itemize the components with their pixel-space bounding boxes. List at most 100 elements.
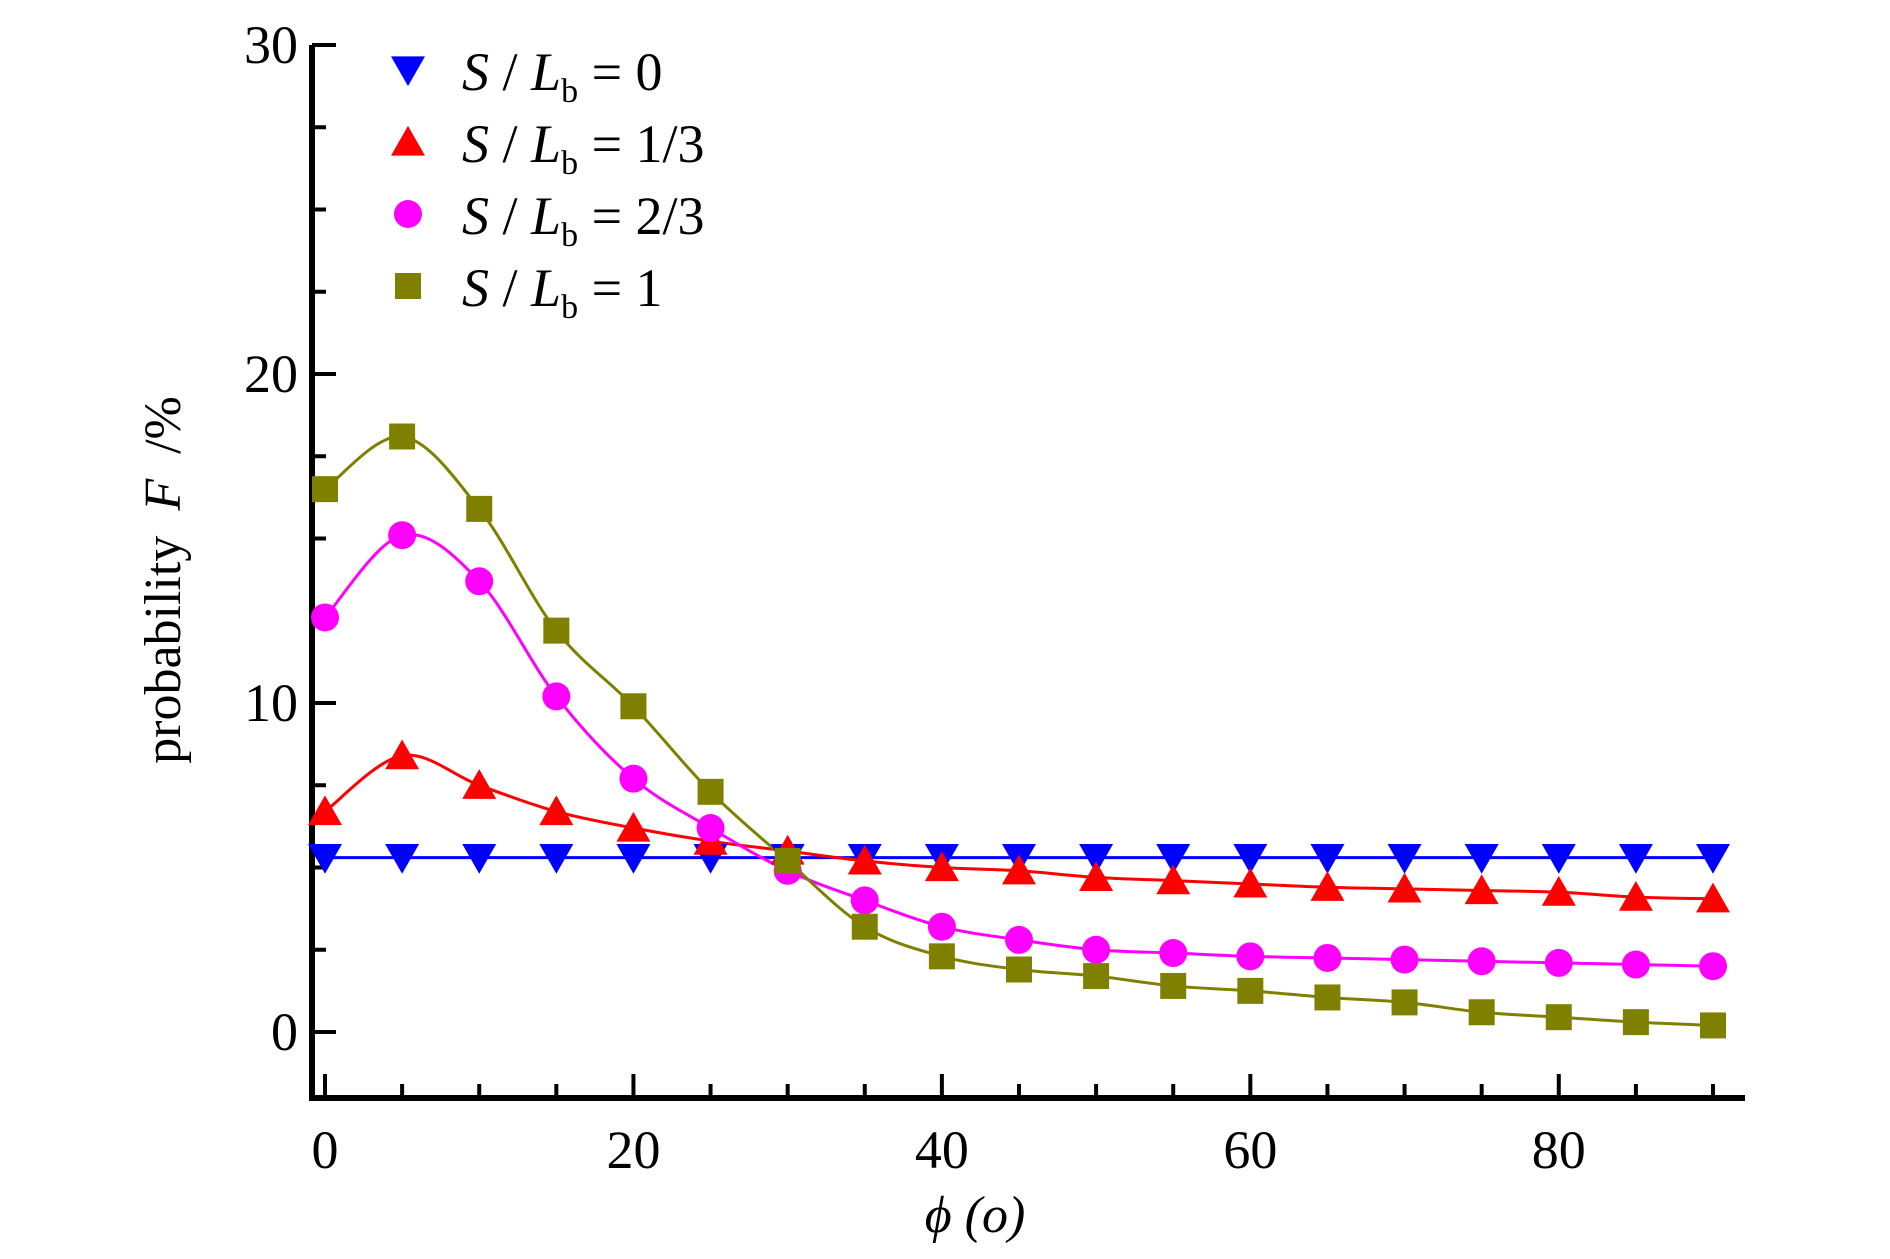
data-point bbox=[696, 814, 725, 843]
legend-marker bbox=[391, 125, 425, 156]
data-point bbox=[1696, 882, 1730, 913]
data-point bbox=[697, 778, 724, 805]
data-point bbox=[619, 764, 648, 793]
legend-label-part: b bbox=[561, 217, 578, 254]
data-point bbox=[1310, 844, 1345, 874]
x-tick-label: 80 bbox=[1532, 1120, 1586, 1180]
data-point bbox=[1233, 867, 1268, 898]
data-point bbox=[462, 844, 497, 874]
data-point bbox=[1544, 948, 1573, 977]
data-point bbox=[928, 943, 955, 970]
legend-label-part: = 1 bbox=[578, 258, 662, 318]
x-tick-label: 0 bbox=[312, 1120, 339, 1180]
legend-label-part: S bbox=[462, 186, 489, 246]
series-markers bbox=[308, 423, 1730, 1039]
data-point bbox=[1618, 880, 1653, 911]
legend-label-part: L bbox=[530, 258, 561, 318]
data-point bbox=[1006, 956, 1032, 983]
data-point bbox=[1237, 977, 1264, 1004]
data-point bbox=[1156, 844, 1191, 874]
x-tick-label: 40 bbox=[915, 1120, 969, 1180]
data-point bbox=[1468, 999, 1495, 1026]
legend-label-part: S bbox=[462, 258, 489, 318]
data-point bbox=[1618, 844, 1653, 874]
data-point bbox=[1002, 854, 1036, 885]
legend-label-part: / bbox=[489, 42, 531, 102]
legend-label-part: / bbox=[489, 114, 531, 174]
data-point bbox=[1391, 989, 1418, 1016]
legend-label-part: b bbox=[561, 73, 578, 110]
data-point bbox=[539, 844, 574, 874]
data-point bbox=[1699, 952, 1727, 981]
legend-label-part: S bbox=[462, 114, 489, 174]
data-point bbox=[462, 769, 497, 799]
data-point bbox=[385, 739, 420, 770]
legend-label: S / Lb = 1/3 bbox=[462, 114, 705, 182]
x-axis-title: ϕ (o) bbox=[925, 1187, 1026, 1244]
data-point bbox=[1387, 872, 1422, 903]
legend-label-part: S bbox=[462, 42, 489, 102]
data-point bbox=[1387, 844, 1422, 874]
data-point bbox=[1464, 874, 1499, 905]
legend-label-part: b bbox=[561, 145, 578, 182]
data-point bbox=[1236, 942, 1265, 971]
legend-entry: S / Lb = 1/3 bbox=[391, 114, 705, 182]
data-point bbox=[1083, 963, 1110, 990]
data-point bbox=[1621, 950, 1650, 979]
data-point bbox=[389, 423, 416, 450]
legend-entry: S / Lb = 2/3 bbox=[394, 186, 705, 254]
data-point bbox=[1541, 876, 1576, 906]
series-line bbox=[323, 532, 1714, 968]
legend-entry: S / Lb = 1 bbox=[395, 258, 663, 326]
data-point bbox=[616, 844, 651, 874]
data-point bbox=[851, 913, 878, 940]
axes: 0 10 20 30 0 20 40 60 80 bbox=[244, 15, 1745, 1180]
data-point bbox=[308, 844, 342, 874]
legend-label-part: L bbox=[530, 42, 561, 102]
data-point bbox=[847, 844, 882, 875]
y-axis-title-text: probability bbox=[135, 536, 192, 764]
data-point bbox=[311, 603, 339, 632]
data-point bbox=[1696, 844, 1730, 874]
data-point bbox=[1545, 1004, 1572, 1031]
data-point bbox=[543, 617, 570, 644]
legend-label-part: b bbox=[561, 289, 578, 326]
data-point bbox=[616, 811, 651, 842]
data-point bbox=[1467, 947, 1496, 976]
data-point bbox=[1700, 1012, 1726, 1039]
data-point bbox=[1156, 864, 1191, 895]
y-axis-title-variable: F bbox=[135, 478, 192, 512]
data-point bbox=[539, 795, 574, 826]
legend-label-part: L bbox=[530, 186, 561, 246]
data-point bbox=[388, 521, 417, 550]
legend-label-part: = 1/3 bbox=[578, 114, 704, 174]
data-point bbox=[1313, 943, 1342, 972]
data-point bbox=[308, 795, 342, 826]
data-point bbox=[1079, 861, 1114, 891]
y-tick-label: 30 bbox=[244, 15, 298, 75]
y-tick-label: 10 bbox=[244, 673, 298, 733]
data-point bbox=[542, 682, 571, 711]
data-point bbox=[1310, 871, 1345, 901]
data-point bbox=[1390, 945, 1419, 974]
data-point bbox=[774, 847, 801, 874]
data-point bbox=[924, 851, 959, 882]
legend-label: S / Lb = 0 bbox=[462, 42, 663, 110]
legend: S / Lb = 0S / Lb = 1/3S / Lb = 2/3S / Lb… bbox=[391, 42, 705, 326]
data-point bbox=[620, 693, 647, 720]
y-axis-title: probability F /% bbox=[135, 396, 192, 764]
data-point bbox=[927, 912, 956, 941]
data-point bbox=[1314, 984, 1341, 1011]
legend-marker bbox=[395, 273, 421, 299]
data-point bbox=[1233, 844, 1268, 874]
data-point bbox=[1082, 935, 1111, 964]
y-tick-label: 0 bbox=[271, 1002, 298, 1062]
data-point bbox=[1160, 972, 1187, 999]
data-point bbox=[850, 886, 879, 915]
legend-label: S / Lb = 1 bbox=[462, 258, 663, 326]
data-point bbox=[465, 567, 494, 596]
y-axis-title-unit: /% bbox=[135, 396, 192, 454]
legend-label-part: = 2/3 bbox=[578, 186, 704, 246]
